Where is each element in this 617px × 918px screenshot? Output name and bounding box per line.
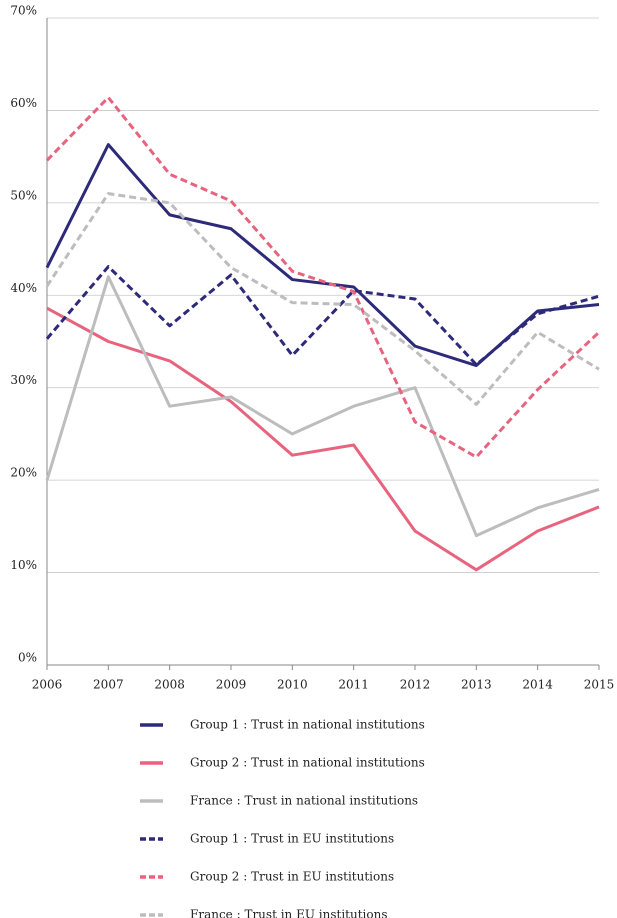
y-tick-label: 70% <box>10 4 37 18</box>
legend-label: France : Trust in national institutions <box>190 794 418 808</box>
x-tick-label: 2011 <box>338 678 369 692</box>
legend-label: France : Trust in EU institutions <box>190 908 387 918</box>
legend-label: Group 2 : Trust in national institutions <box>190 756 425 770</box>
y-tick-label: 0% <box>18 651 37 665</box>
series-line <box>46 306 600 572</box>
y-tick-label: 10% <box>10 558 37 572</box>
y-tick-label: 30% <box>10 373 37 387</box>
series-line <box>45 265 600 367</box>
y-tick-label: 20% <box>10 466 37 480</box>
y-tick-label: 50% <box>10 188 37 202</box>
x-tick-label: 2010 <box>277 678 308 692</box>
x-tick-label: 2008 <box>154 678 185 692</box>
x-tick-label: 2009 <box>216 678 247 692</box>
x-tick-label: 2014 <box>522 678 553 692</box>
x-tick-label: 2007 <box>93 678 124 692</box>
x-tick-label: 2012 <box>400 678 431 692</box>
x-tick-label: 2006 <box>32 678 63 692</box>
y-tick-label: 60% <box>10 96 37 110</box>
legend-label: Group 1 : Trust in EU institutions <box>190 832 394 846</box>
legend-label: Group 2 : Trust in EU institutions <box>190 870 394 884</box>
series-line <box>45 275 600 538</box>
series-line <box>45 192 600 406</box>
x-tick-label: 2013 <box>461 678 492 692</box>
series-line <box>45 95 601 459</box>
x-tick-label: 2015 <box>584 678 615 692</box>
y-tick-label: 40% <box>10 281 37 295</box>
legend-label: Group 1 : Trust in national institutions <box>190 718 425 732</box>
